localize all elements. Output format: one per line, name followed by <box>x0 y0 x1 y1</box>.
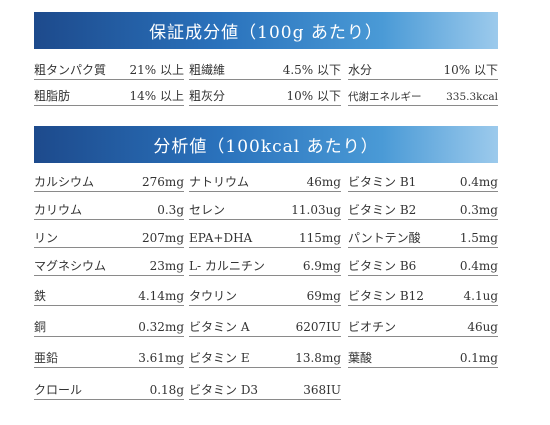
nutrient-cell: 粗タンパク質 21% 以上 <box>34 60 184 80</box>
nutrient-value: 11.03ug <box>291 203 341 217</box>
nutrient-label: 葉酸 <box>348 351 373 365</box>
nutrient-label: 粗灰分 <box>189 89 226 103</box>
nutrient-value: 13.8mg <box>295 351 341 365</box>
nutrient-cell: 粗灰分 10% 以下 <box>189 86 341 106</box>
nutrient-label: 水分 <box>348 63 373 77</box>
nutrient-cell: カリウム 0.3g <box>34 200 184 220</box>
nutrient-value: 4.5% 以下 <box>282 63 341 77</box>
analysis-values-title: 分析値（100kcal あたり） <box>153 137 379 157</box>
nutrient-cell: 鉄 4.14mg <box>34 286 184 306</box>
nutrient-label: ビタミン E <box>189 351 250 365</box>
nutrient-label: クロール <box>34 383 83 397</box>
nutrient-cell: 銅 0.32mg <box>34 317 184 337</box>
nutrient-value: 0.3mg <box>459 203 498 217</box>
nutrient-cell: ビタミン B12 4.1ug <box>348 286 498 306</box>
nutrient-cell: 葉酸 0.1mg <box>348 348 498 368</box>
nutrient-label: ビタミン B2 <box>348 203 417 217</box>
nutrient-value: 23mg <box>149 259 184 273</box>
nutrient-label: EPA+DHA <box>189 231 253 245</box>
nutrient-cell: ナトリウム 46mg <box>189 172 341 192</box>
nutrient-cell: 粗脂肪 14% 以上 <box>34 86 184 106</box>
nutrient-value: 276mg <box>142 175 184 189</box>
nutrient-cell: 代謝エネルギー 335.3kcal <box>348 86 498 106</box>
nutrient-cell: ビタミン A 6207IU <box>189 317 341 337</box>
nutrient-value: 6207IU <box>295 320 341 334</box>
nutrient-cell: EPA+DHA 115mg <box>189 228 341 248</box>
nutrient-cell: 水分 10% 以下 <box>348 60 498 80</box>
nutrient-value: 46ug <box>467 320 498 334</box>
nutrient-value: 21% 以上 <box>129 63 185 77</box>
analysis-values-header: 分析値（100kcal あたり） <box>34 126 498 163</box>
guaranteed-analysis-header: 保証成分値（100g あたり） <box>34 12 498 49</box>
nutrient-cell: ビタミン D3 368IU <box>189 380 341 400</box>
nutrient-cell: ビオチン 46ug <box>348 317 498 337</box>
nutrient-label: ビタミン B1 <box>348 175 417 189</box>
nutrient-cell: ビタミン B2 0.3mg <box>348 200 498 220</box>
nutrient-label: タウリン <box>189 289 238 303</box>
nutrient-value: 0.4mg <box>459 259 498 273</box>
nutrient-label: カルシウム <box>34 175 95 189</box>
nutrient-label: ビタミン B12 <box>348 289 424 303</box>
nutrient-value: 335.3kcal <box>446 90 498 103</box>
nutrient-cell: ビタミン B6 0.4mg <box>348 256 498 276</box>
nutrient-value: 14% 以上 <box>129 89 185 103</box>
nutrient-label: L- カルニチン <box>189 259 265 273</box>
nutrient-cell: タウリン 69mg <box>189 286 341 306</box>
nutrient-cell: パントテン酸 1.5mg <box>348 228 498 248</box>
nutrient-value: 0.18g <box>149 383 184 397</box>
nutrient-cell: マグネシウム 23mg <box>34 256 184 276</box>
nutrient-cell: カルシウム 276mg <box>34 172 184 192</box>
nutrient-value: 10% 以下 <box>286 89 342 103</box>
nutrient-cell: クロール 0.18g <box>34 380 184 400</box>
nutrient-value: 0.32mg <box>138 320 184 334</box>
nutrient-label: 銅 <box>34 320 47 334</box>
nutrient-cell: 亜鉛 3.61mg <box>34 348 184 368</box>
nutrient-value: 4.1ug <box>463 289 499 303</box>
nutrient-label: マグネシウム <box>34 259 107 273</box>
nutrient-cell: 粗繊維 4.5% 以下 <box>189 60 341 80</box>
nutrient-cell: ビタミン E 13.8mg <box>189 348 341 368</box>
nutrient-label: 代謝エネルギー <box>348 90 422 103</box>
guaranteed-analysis-title: 保証成分値（100g あたり） <box>149 23 383 43</box>
nutrient-label: ナトリウム <box>189 175 250 189</box>
nutrient-cell: セレン 11.03ug <box>189 200 341 220</box>
nutrient-value: 6.9mg <box>302 259 341 273</box>
nutrient-value: 46mg <box>306 175 341 189</box>
nutrient-label: ビタミン D3 <box>189 383 259 397</box>
nutrient-label: リン <box>34 231 59 245</box>
nutrient-label: カリウム <box>34 203 83 217</box>
nutrient-label: 粗繊維 <box>189 63 226 77</box>
nutrient-value: 0.1mg <box>459 351 498 365</box>
nutrient-label: 亜鉛 <box>34 351 59 365</box>
nutrient-value: 10% 以下 <box>443 63 499 77</box>
nutrient-value: 3.61mg <box>138 351 184 365</box>
nutrient-value: 207mg <box>142 231 184 245</box>
nutrient-label: セレン <box>189 203 226 217</box>
nutrient-label: 粗タンパク質 <box>34 63 107 77</box>
nutrient-value: 0.3g <box>157 203 184 217</box>
nutrient-label: パントテン酸 <box>348 231 421 245</box>
nutrient-value: 69mg <box>306 289 341 303</box>
nutrient-value: 368IU <box>303 383 341 397</box>
nutrient-value: 115mg <box>299 231 341 245</box>
nutrient-cell: L- カルニチン 6.9mg <box>189 256 341 276</box>
nutrient-label: ビタミン A <box>189 320 250 334</box>
nutrient-label: 粗脂肪 <box>34 89 71 103</box>
nutrient-value: 0.4mg <box>459 175 498 189</box>
nutrient-label: ビタミン B6 <box>348 259 417 273</box>
nutrient-cell: ビタミン B1 0.4mg <box>348 172 498 192</box>
nutrient-value: 4.14mg <box>138 289 184 303</box>
nutrient-value: 1.5mg <box>459 231 498 245</box>
nutrient-cell: リン 207mg <box>34 228 184 248</box>
nutrient-label: ビオチン <box>348 320 397 334</box>
nutrient-label: 鉄 <box>34 289 47 303</box>
